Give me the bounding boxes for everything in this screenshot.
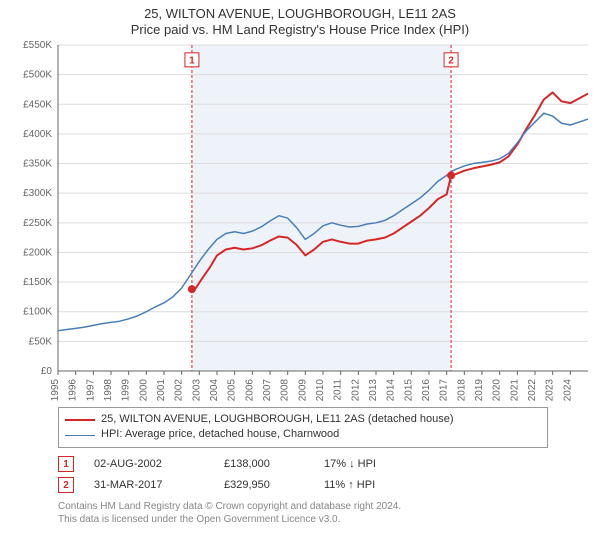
sale-point <box>447 171 455 179</box>
x-tick-label: 2000 <box>138 379 149 401</box>
transaction-row: 2 31-MAR-2017 £329,950 11% ↑ HPI <box>58 475 588 496</box>
x-tick-label: 2012 <box>350 379 361 401</box>
x-tick-label: 2019 <box>474 379 485 401</box>
legend-label: 25, WILTON AVENUE, LOUGHBOROUGH, LE11 2A… <box>101 412 454 427</box>
x-tick-label: 1999 <box>121 379 132 401</box>
x-tick-label: 2007 <box>262 379 273 401</box>
x-tick-label: 2023 <box>545 379 556 401</box>
x-tick-label: 2022 <box>527 379 538 401</box>
y-tick-label: £0 <box>41 366 53 377</box>
plot-area: £0 £50K £100K £150K £200K £250K £300K £350K £400… <box>8 41 592 401</box>
footer-line-1: Contains HM Land Registry data © Crown c… <box>58 500 588 513</box>
x-tick-label: 2010 <box>315 379 326 401</box>
x-tick-label: 2003 <box>191 379 202 401</box>
x-tick-label: 1995 <box>50 379 61 401</box>
transaction-marker: 2 <box>58 477 74 493</box>
x-tick-label: 2002 <box>174 379 185 401</box>
legend-box: 25, WILTON AVENUE, LOUGHBOROUGH, LE11 2A… <box>58 407 548 448</box>
y-tick-label: £450K <box>23 99 52 110</box>
x-tick-label: 2017 <box>439 379 450 401</box>
transaction-price: £138,000 <box>224 454 304 475</box>
y-tick-label: £300K <box>23 188 52 199</box>
x-tick-label: 2020 <box>492 379 503 401</box>
legend-label: HPI: Average price, detached house, Char… <box>101 427 339 442</box>
sale-point <box>188 285 196 293</box>
transaction-marker: 1 <box>58 456 74 472</box>
chart-subtitle: Price paid vs. HM Land Registry's House … <box>8 22 592 37</box>
footer-line-2: This data is licensed under the Open Gov… <box>58 513 588 526</box>
x-tick-label: 2013 <box>368 379 379 401</box>
x-tick-label: 1997 <box>85 379 96 401</box>
y-tick-label: £50K <box>29 336 53 347</box>
footer-attribution: Contains HM Land Registry data © Crown c… <box>58 500 588 526</box>
chart-container: 25, WILTON AVENUE, LOUGHBOROUGH, LE11 2A… <box>0 0 600 534</box>
transaction-diff: 11% ↑ HPI <box>324 475 414 496</box>
transaction-date: 31-MAR-2017 <box>94 475 204 496</box>
transaction-diff: 17% ↓ HPI <box>324 454 414 475</box>
x-tick-label: 2024 <box>562 379 573 401</box>
transaction-row: 1 02-AUG-2002 £138,000 17% ↓ HPI <box>58 454 588 475</box>
transaction-date: 02-AUG-2002 <box>94 454 204 475</box>
chart-svg: £0 £50K £100K £150K £200K £250K £300K £350K £400… <box>8 41 592 401</box>
x-tick-label: 2004 <box>209 379 220 401</box>
x-tick-label: 2011 <box>333 379 344 401</box>
legend-item: HPI: Average price, detached house, Char… <box>65 427 541 442</box>
y-tick-label: £150K <box>23 277 52 288</box>
legend-swatch <box>65 419 95 421</box>
sale-marker-label: 1 <box>189 55 195 66</box>
x-tick-label: 2015 <box>403 379 414 401</box>
x-tick-label: 2018 <box>456 379 467 401</box>
y-tick-label: £500K <box>23 70 52 81</box>
transaction-price: £329,950 <box>224 475 304 496</box>
y-tick-label: £200K <box>23 247 52 258</box>
legend-item: 25, WILTON AVENUE, LOUGHBOROUGH, LE11 2A… <box>65 412 541 427</box>
x-tick-label: 2008 <box>280 379 291 401</box>
x-tick-label: 2016 <box>421 379 432 401</box>
x-tick-label: 1998 <box>103 379 114 401</box>
x-tick-label: 2021 <box>509 379 520 401</box>
x-tick-label: 2006 <box>244 379 255 401</box>
y-tick-label: £250K <box>23 218 52 229</box>
x-tick-label: 2001 <box>156 379 167 401</box>
x-tick-label: 2014 <box>386 379 397 401</box>
y-tick-label: £550K <box>23 41 52 51</box>
sale-period-band <box>192 45 451 371</box>
y-tick-label: £100K <box>23 307 52 318</box>
y-tick-label: £350K <box>23 159 52 170</box>
chart-title: 25, WILTON AVENUE, LOUGHBOROUGH, LE11 2A… <box>8 6 592 21</box>
x-tick-label: 2009 <box>297 379 308 401</box>
sale-marker-label: 2 <box>448 55 454 66</box>
x-tick-label: 1996 <box>68 379 79 401</box>
y-tick-label: £400K <box>23 129 52 140</box>
x-tick-label: 2005 <box>227 379 238 401</box>
legend-swatch <box>65 435 95 436</box>
transactions-table: 1 02-AUG-2002 £138,000 17% ↓ HPI 2 31-MAR-201… <box>58 454 588 496</box>
